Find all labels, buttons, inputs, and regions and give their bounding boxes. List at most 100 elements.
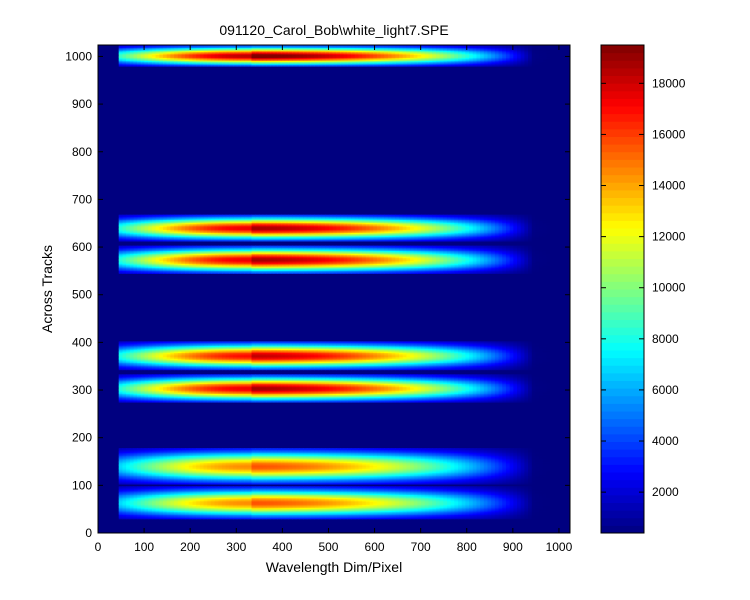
y-tick-label: 200: [72, 431, 92, 445]
colorbar-step: [601, 121, 644, 129]
spectral-track: [119, 448, 558, 484]
chart-title: 091120_Carol_Bob\white_light7.SPE: [219, 22, 448, 38]
colorbar-step: [601, 312, 644, 320]
colorbar-step: [601, 259, 644, 267]
spectral-track: [119, 486, 558, 519]
y-tick-label: 0: [85, 526, 92, 540]
colorbar-step: [601, 365, 644, 373]
colorbar-step: [601, 167, 644, 175]
colorbar-step: [601, 129, 644, 137]
colorbar-step: [601, 83, 644, 91]
y-tick-label: 900: [72, 97, 92, 111]
colorbar-step: [601, 159, 644, 167]
colorbar-tick-label: 14000: [652, 179, 686, 193]
colorbar-step: [601, 411, 644, 419]
colorbar-step: [601, 381, 644, 389]
x-tick-label: 100: [134, 540, 154, 554]
colorbar-tick-label: 2000: [652, 485, 679, 499]
spectral-track: [119, 215, 558, 242]
colorbar-step: [601, 442, 644, 450]
colorbar-step: [601, 91, 644, 99]
colorbar-step: [601, 190, 644, 198]
colorbar-step: [601, 60, 644, 68]
colorbar-step: [601, 274, 644, 282]
colorbar-tick-label: 6000: [652, 383, 679, 397]
colorbar-step: [601, 426, 644, 434]
x-tick-label: 600: [365, 540, 385, 554]
colorbar-step: [601, 198, 644, 206]
colorbar-step: [601, 98, 644, 106]
y-tick-label: 100: [72, 478, 92, 492]
x-tick-label: 500: [318, 540, 338, 554]
x-axis-label: Wavelength Dim/Pixel: [266, 559, 402, 575]
spectral-track: [119, 45, 558, 67]
colorbar-step: [601, 327, 644, 335]
colorbar-step: [601, 495, 644, 503]
colorbar-step: [601, 350, 644, 358]
colorbar-step: [601, 205, 644, 213]
colorbar-step: [601, 53, 644, 61]
spectral-track: [119, 374, 558, 402]
colorbar-step: [601, 457, 644, 465]
colorbar-step: [601, 152, 644, 160]
y-axis-label: Across Tracks: [39, 245, 55, 333]
colorbar-step: [601, 518, 644, 526]
colorbar-step: [601, 510, 644, 518]
colorbar-step: [601, 419, 644, 427]
y-tick-label: 700: [72, 192, 92, 206]
colorbar-step: [601, 358, 644, 366]
spectral-track: [119, 341, 558, 370]
colorbar-gradient: [601, 45, 644, 534]
colorbar-step: [601, 281, 644, 289]
x-tick-label: 800: [457, 540, 477, 554]
colorbar-step: [601, 480, 644, 488]
x-tick-label: 700: [411, 540, 431, 554]
colorbar-tick-label: 8000: [652, 332, 679, 346]
colorbar-tick-label: 16000: [652, 127, 686, 141]
colorbar-step: [601, 243, 644, 251]
colorbar-step: [601, 76, 644, 84]
colorbar-step: [601, 449, 644, 457]
colorbar-step: [601, 236, 644, 244]
colorbar-step: [601, 373, 644, 381]
x-tick-label: 200: [180, 540, 200, 554]
colorbar-step: [601, 396, 644, 404]
y-tick-label: 1000: [65, 49, 92, 63]
colorbar-step: [601, 289, 644, 297]
colorbar: 2000400060008000100001200014000160001800…: [601, 45, 686, 534]
colorbar-step: [601, 228, 644, 236]
x-tick-label: 0: [95, 540, 102, 554]
x-tick-label: 300: [226, 540, 246, 554]
colorbar-step: [601, 297, 644, 305]
colorbar-step: [601, 464, 644, 472]
colorbar-tick-label: 10000: [652, 281, 686, 295]
colorbar-step: [601, 320, 644, 328]
colorbar-step: [601, 434, 644, 442]
colorbar-step: [601, 175, 644, 183]
colorbar-step: [601, 342, 644, 350]
colorbar-step: [601, 251, 644, 259]
colorbar-step: [601, 304, 644, 312]
spectral-track: [119, 246, 558, 274]
x-tick-label: 400: [272, 540, 292, 554]
x-tick-label: 900: [503, 540, 523, 554]
colorbar-step: [601, 487, 644, 495]
colorbar-step: [601, 45, 644, 53]
colorbar-step: [601, 114, 644, 122]
colorbar-step: [601, 503, 644, 511]
y-tick-label: 600: [72, 240, 92, 254]
colorbar-step: [601, 525, 644, 533]
colorbar-step: [601, 403, 644, 411]
colorbar-step: [601, 106, 644, 114]
y-tick-label: 300: [72, 383, 92, 397]
y-tick-label: 800: [72, 145, 92, 159]
colorbar-step: [601, 213, 644, 221]
colorbar-tick-label: 12000: [652, 230, 686, 244]
colorbar-tick-label: 4000: [652, 434, 679, 448]
colorbar-step: [601, 472, 644, 480]
colorbar-step: [601, 335, 644, 343]
colorbar-step: [601, 266, 644, 274]
y-tick-label: 400: [72, 335, 92, 349]
